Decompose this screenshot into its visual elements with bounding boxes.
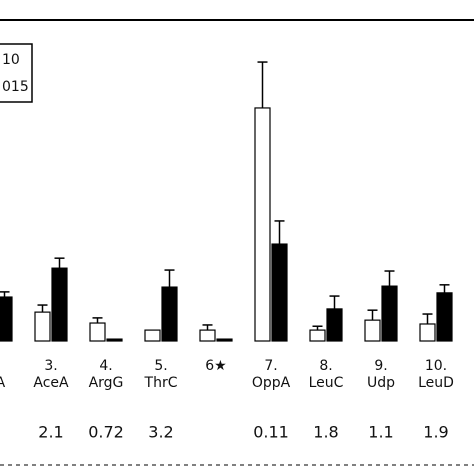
bar xyxy=(419,323,436,342)
legend-label: 015 xyxy=(2,79,29,95)
bar xyxy=(254,107,271,342)
bar xyxy=(309,329,326,342)
bar xyxy=(144,329,161,342)
error-bar xyxy=(367,309,378,321)
error-bar xyxy=(422,313,433,324)
error-bar xyxy=(329,295,340,309)
category-label: dA xyxy=(0,375,6,391)
ratio-label: 0.11 xyxy=(253,423,289,442)
ratio-label: 3.2 xyxy=(148,423,173,442)
error-bar xyxy=(164,269,175,288)
error-bar xyxy=(54,257,65,269)
error-bar xyxy=(37,304,48,313)
category-label: AceA xyxy=(33,375,69,391)
error-bar xyxy=(274,220,285,245)
ratio-label: 2.1 xyxy=(38,423,63,442)
category-label: OppA xyxy=(252,375,291,391)
legend-box xyxy=(0,43,33,103)
category-number: 7. xyxy=(264,358,277,374)
category-label: ArgG xyxy=(89,375,124,391)
bar xyxy=(271,243,288,342)
bar xyxy=(34,311,51,342)
error-bar xyxy=(257,61,268,108)
bar xyxy=(161,286,178,342)
category-number: 8. xyxy=(319,358,332,374)
bar xyxy=(216,338,233,342)
bar xyxy=(51,267,68,342)
category-label: LeuC xyxy=(309,375,344,391)
category-number: 4. xyxy=(99,358,112,374)
category-label: ThrC xyxy=(144,375,178,391)
category-number: 6★ xyxy=(205,358,226,374)
ratio-label: 1.8 xyxy=(313,423,338,442)
bar xyxy=(326,308,343,342)
bar xyxy=(381,285,398,342)
ratio-label: 1.9 xyxy=(423,423,448,442)
bar xyxy=(436,292,453,342)
error-bar xyxy=(0,291,10,298)
error-bar xyxy=(92,317,103,324)
ratio-label: 2 xyxy=(0,423,1,442)
ratio-label: 1.1 xyxy=(368,423,393,442)
bar xyxy=(364,319,381,342)
category-number: 10. xyxy=(425,358,447,374)
legend-label: 10 xyxy=(2,52,20,68)
bar xyxy=(0,296,13,342)
category-label: Udp xyxy=(367,375,395,391)
bar xyxy=(106,338,123,342)
category-number: 3. xyxy=(44,358,57,374)
ratio-label: 0.72 xyxy=(88,423,124,442)
category-number: 5. xyxy=(154,358,167,374)
category-number: 9. xyxy=(374,358,387,374)
error-bar xyxy=(202,324,213,331)
error-bar xyxy=(312,325,323,331)
category-label: LeuD xyxy=(418,375,454,391)
error-bar xyxy=(384,270,395,287)
error-bar xyxy=(439,284,450,293)
bar xyxy=(199,329,216,342)
bar xyxy=(89,322,106,342)
